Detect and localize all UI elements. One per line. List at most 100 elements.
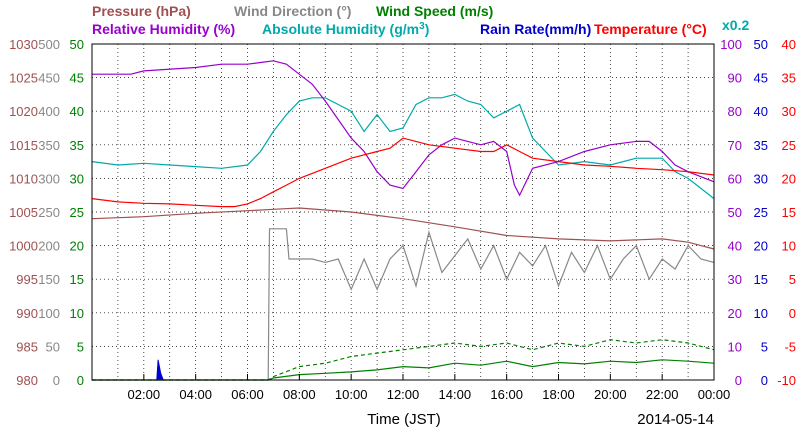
rain_rate-tick-label: 30 [754,171,768,186]
wind_direction-tick-label: 50 [46,339,60,354]
wind_direction-tick-label: 500 [38,37,60,52]
wind_speed-tick-label: 50 [70,37,84,52]
right-axes: 0102030405060708090100051015202530354045… [720,37,796,388]
wind_direction-tick-label: 450 [38,71,60,86]
x-tick-label: 16:00 [490,387,523,402]
wind_speed-tick-label: 5 [77,339,84,354]
rain_rate-tick-label: 0 [761,373,768,388]
humidity-tick-label: 100 [720,37,742,52]
temperature-tick-label: 35 [782,71,796,86]
left-axes: 9809859909951000100510101015102010251030… [9,37,84,388]
legend-text: Wind Direction (°) [234,3,351,19]
rain_rate-tick-label: 25 [754,205,768,220]
rain_rate-tick-label: 40 [754,104,768,119]
temperature-tick-label: 5 [789,272,796,287]
wind_speed-tick-label: 20 [70,239,84,254]
legend-entry-0: Pressure (hPa) [92,3,191,19]
rain_rate-tick-label: 10 [754,306,768,321]
x-tick-label: 02:00 [128,387,161,402]
x-tick-label: 10:00 [335,387,368,402]
temperature-tick-label: -10 [777,373,796,388]
legend-entry-4: Absolute Humidity (g/m3) [262,21,429,37]
legend-entry-2: Wind Speed (m/s) [376,3,493,19]
temperature-tick-label: 25 [782,138,796,153]
x-tick-label: 06:00 [231,387,264,402]
humidity-tick-label: 60 [728,171,742,186]
wind_speed-tick-label: 0 [77,373,84,388]
legend: Pressure (hPa) Wind Direction (°) Wind Spe… [92,3,707,37]
x-tick-labels: 02:00 04:00 06:00 08:00 10:00 12:00 14:00 16:00… [128,374,731,402]
wind_speed-tick-label: 25 [70,205,84,220]
x-tick-label: 12:00 [387,387,420,402]
rain_rate-tick-label: 50 [754,37,768,52]
humidity-tick-label: 30 [728,272,742,287]
wind_direction-tick-label: 0 [53,373,60,388]
legend-entry-3: Relative Humidity (%) [92,21,235,37]
date-label: 2014-05-14 [637,411,714,428]
pressure-tick-label: 1030 [9,37,38,52]
pressure-tick-label: 995 [16,272,38,287]
legend-text: Absolute Humidity (g/m [262,21,419,37]
pressure-tick-label: 980 [16,373,38,388]
x-tick-label: 14:00 [439,387,472,402]
temperature-tick-label: 10 [782,239,796,254]
series-wind-speed-gust [92,339,715,381]
wind_speed-tick-label: 35 [70,138,84,153]
x-tick-label: 18:00 [542,387,575,402]
pressure-tick-label: 1010 [9,171,38,186]
wind_direction-tick-label: 100 [38,306,60,321]
rain_rate-tick-label: 15 [754,272,768,287]
humidity-tick-label: 50 [728,205,742,220]
wind_direction-tick-label: 200 [38,239,60,254]
pressure-tick-label: 1015 [9,138,38,153]
wind_speed-tick-label: 15 [70,272,84,287]
wind_direction-tick-label: 400 [38,104,60,119]
wind_speed-tick-label: 40 [70,104,84,119]
series-group [91,60,715,381]
x-axis-label: Time (JST) [367,411,441,428]
legend-entry-5: Rain Rate(mm/h) [480,21,591,37]
pressure-tick-label: 985 [16,339,38,354]
x-tick-label: 04:00 [179,387,212,402]
temperature-tick-label: 0 [789,306,796,321]
pressure-tick-label: 990 [16,306,38,321]
wind_direction-tick-label: 300 [38,171,60,186]
rain_rate-tick-label: 5 [761,339,768,354]
humidity-tick-label: 0 [735,373,742,388]
series-relative-humidity [92,60,715,197]
grid [92,44,714,380]
pressure-tick-label: 1000 [9,239,38,254]
humidity-tick-label: 70 [728,138,742,153]
legend-text-tail: ) [425,21,430,37]
x-tick-label: 00:00 [698,387,731,402]
wind_speed-tick-label: 10 [70,306,84,321]
wind_speed-tick-label: 45 [70,71,84,86]
legend-entry-6: Temperature (°C) [594,21,707,37]
pressure-tick-label: 1025 [9,71,38,86]
wind_direction-tick-label: 250 [38,205,60,220]
rain_rate-tick-label: 20 [754,239,768,254]
wind_speed-tick-label: 30 [70,171,84,186]
wind_direction-tick-label: 150 [38,272,60,287]
humidity-tick-label: 20 [728,306,742,321]
temperature-tick-label: 20 [782,171,796,186]
temperature-tick-label: 30 [782,104,796,119]
wind_direction-tick-label: 350 [38,138,60,153]
series-absolute-humidity [91,93,715,200]
rain_rate-tick-label: 45 [754,71,768,86]
humidity-tick-label: 90 [728,71,742,86]
legend-text: Wind Speed (m/s) [376,3,493,19]
legend-text: Pressure (hPa) [92,3,191,19]
legend-text: Relative Humidity (%) [92,21,235,37]
legend-entry-1: Wind Direction (°) [234,3,351,19]
series-temperature [91,137,715,208]
series-wind-direction [92,228,715,381]
pressure-tick-label: 1020 [9,104,38,119]
humidity-tick-label: 40 [728,239,742,254]
x-tick-label: 22:00 [646,387,679,402]
humidity-tick-label: 80 [728,104,742,119]
scale-note: x0.2 [722,17,749,33]
temperature-tick-label: 15 [782,205,796,220]
x-tick-label: 20:00 [594,387,627,402]
